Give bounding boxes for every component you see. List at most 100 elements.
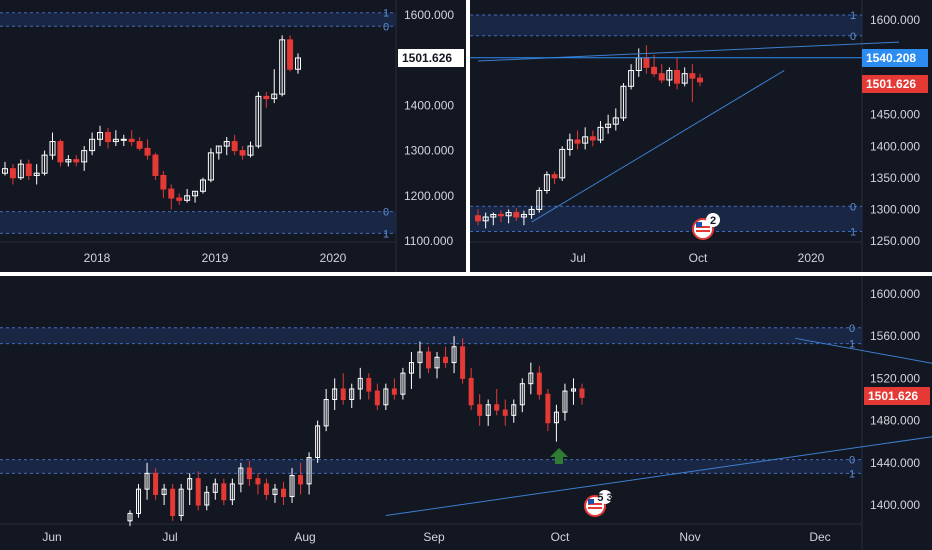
candle-body xyxy=(545,393,551,424)
y-tick-label: 1450.000 xyxy=(870,108,920,122)
candle-body xyxy=(582,136,589,144)
candle-body xyxy=(33,172,40,176)
us-flag-stripe xyxy=(696,230,710,232)
candle-body xyxy=(490,213,497,218)
fib-level-label: 1 xyxy=(383,228,389,240)
fib-level-label: 1 xyxy=(849,468,855,480)
chart-svg-four-hour[interactable]: 01011600.0001560.0001520.0001480.0001440… xyxy=(0,276,932,550)
candle-body xyxy=(536,372,542,395)
x-tick-label: Aug xyxy=(294,530,315,544)
candle-body xyxy=(497,213,504,217)
candle-body xyxy=(366,377,372,392)
price-tag-text: 1501.626 xyxy=(866,77,916,91)
candle-body xyxy=(272,488,278,495)
us-flag-canton xyxy=(588,499,594,504)
candle-body xyxy=(323,399,329,427)
candle-body xyxy=(2,168,8,174)
candle-body xyxy=(128,138,135,143)
candle-body xyxy=(199,179,206,192)
candle-body xyxy=(562,390,568,413)
y-tick-label: 1300.000 xyxy=(404,144,454,158)
candle-body xyxy=(434,356,440,369)
x-tick-label: 2020 xyxy=(798,251,825,265)
fib-level-label: 0 xyxy=(383,21,389,33)
candle-body xyxy=(357,377,363,390)
candle-body xyxy=(477,404,483,416)
candle-body xyxy=(383,388,389,406)
x-tick-label: Dec xyxy=(809,530,830,544)
fib-level-label: 0 xyxy=(849,323,855,335)
us-flag-stripe xyxy=(588,507,602,509)
candle-body xyxy=(89,138,96,152)
y-tick-label: 1400.000 xyxy=(870,139,920,153)
candle-body xyxy=(81,150,88,163)
chart-panel-daily[interactable]: 1 0 0 1 1600.000 1450.000 1400.000 1350.000 1300… xyxy=(470,0,932,272)
price-tag-bg xyxy=(862,75,928,93)
price-tag-bg xyxy=(864,387,930,405)
candle-body xyxy=(212,483,218,493)
candle-body xyxy=(17,163,24,179)
candle-body xyxy=(263,95,270,100)
candle-body xyxy=(482,216,489,222)
candle-body xyxy=(255,478,261,485)
candle-body xyxy=(643,57,650,68)
candle-body xyxy=(160,174,167,190)
candle-body xyxy=(340,388,346,400)
candle-body xyxy=(391,388,397,395)
y-tick-label: 1300.000 xyxy=(870,202,920,216)
trendline xyxy=(385,436,932,517)
fib-level-label: 0 xyxy=(383,207,389,219)
us-flag-stripe xyxy=(588,503,602,505)
candle-body xyxy=(57,141,64,163)
us-flag-canton xyxy=(696,222,702,227)
candle-body xyxy=(65,159,72,163)
event-count: 2 xyxy=(710,215,716,227)
candle-body xyxy=(178,488,184,517)
fib-level-label: 1 xyxy=(849,339,855,351)
price-tag-bg xyxy=(398,49,464,67)
candle-body xyxy=(221,483,227,501)
candle-body xyxy=(681,73,688,84)
candle-body xyxy=(485,404,491,416)
candle-body xyxy=(176,197,183,201)
candle-body xyxy=(553,411,559,424)
candle-body xyxy=(170,488,176,517)
candle-body xyxy=(566,139,573,150)
y-tick-label: 1400.000 xyxy=(404,98,454,112)
candle-body xyxy=(271,93,278,100)
candle-body xyxy=(417,351,423,364)
candle-body xyxy=(520,213,527,218)
x-tick-label: Oct xyxy=(551,530,570,544)
x-tick-label: Nov xyxy=(679,530,700,544)
candle-body xyxy=(289,474,295,498)
candle-body xyxy=(425,351,431,369)
y-tick-label: 1400.000 xyxy=(870,498,920,512)
candle-body xyxy=(513,212,520,218)
candle-body xyxy=(231,141,238,152)
chart-panel-four-hour[interactable]: 0 1 0 1 1600.000 1560.000 1520.000 1480.000 1440… xyxy=(0,276,932,550)
chart-svg-daily[interactable]: 1 0 0 1 1600.000 1450.000 1400.000 1350.000 1300… xyxy=(470,0,932,272)
candle-body xyxy=(551,174,558,179)
candle-body xyxy=(120,138,127,141)
fib-level-label: 0 xyxy=(849,455,855,467)
y-tick-label: 1350.000 xyxy=(870,171,920,185)
candle-body xyxy=(281,488,287,498)
candle-body xyxy=(152,154,159,176)
candle-body xyxy=(255,95,262,147)
x-tick-label: Sep xyxy=(423,530,445,544)
candle-body xyxy=(620,85,627,119)
candle-body xyxy=(204,491,210,506)
event-count-bubble xyxy=(598,490,612,504)
candle-body xyxy=(628,70,635,87)
price-tag-bg xyxy=(862,49,928,67)
candle-body xyxy=(247,145,254,156)
candle-body xyxy=(127,512,133,522)
fib-level-label: 1 xyxy=(850,227,856,239)
candle-body xyxy=(451,346,457,364)
candle-body xyxy=(494,404,500,411)
chart-panel-weekly[interactable]: 1 0 0 1 1600.000 1400.000 1300.000 1200.000 1100… xyxy=(0,0,466,272)
chart-svg-weekly[interactable]: 10011600.0001400.0001300.0001200.0001100… xyxy=(0,0,466,272)
up-arrow-icon xyxy=(550,448,568,464)
x-tick-label: Jun xyxy=(42,530,61,544)
candle-body xyxy=(612,117,619,125)
